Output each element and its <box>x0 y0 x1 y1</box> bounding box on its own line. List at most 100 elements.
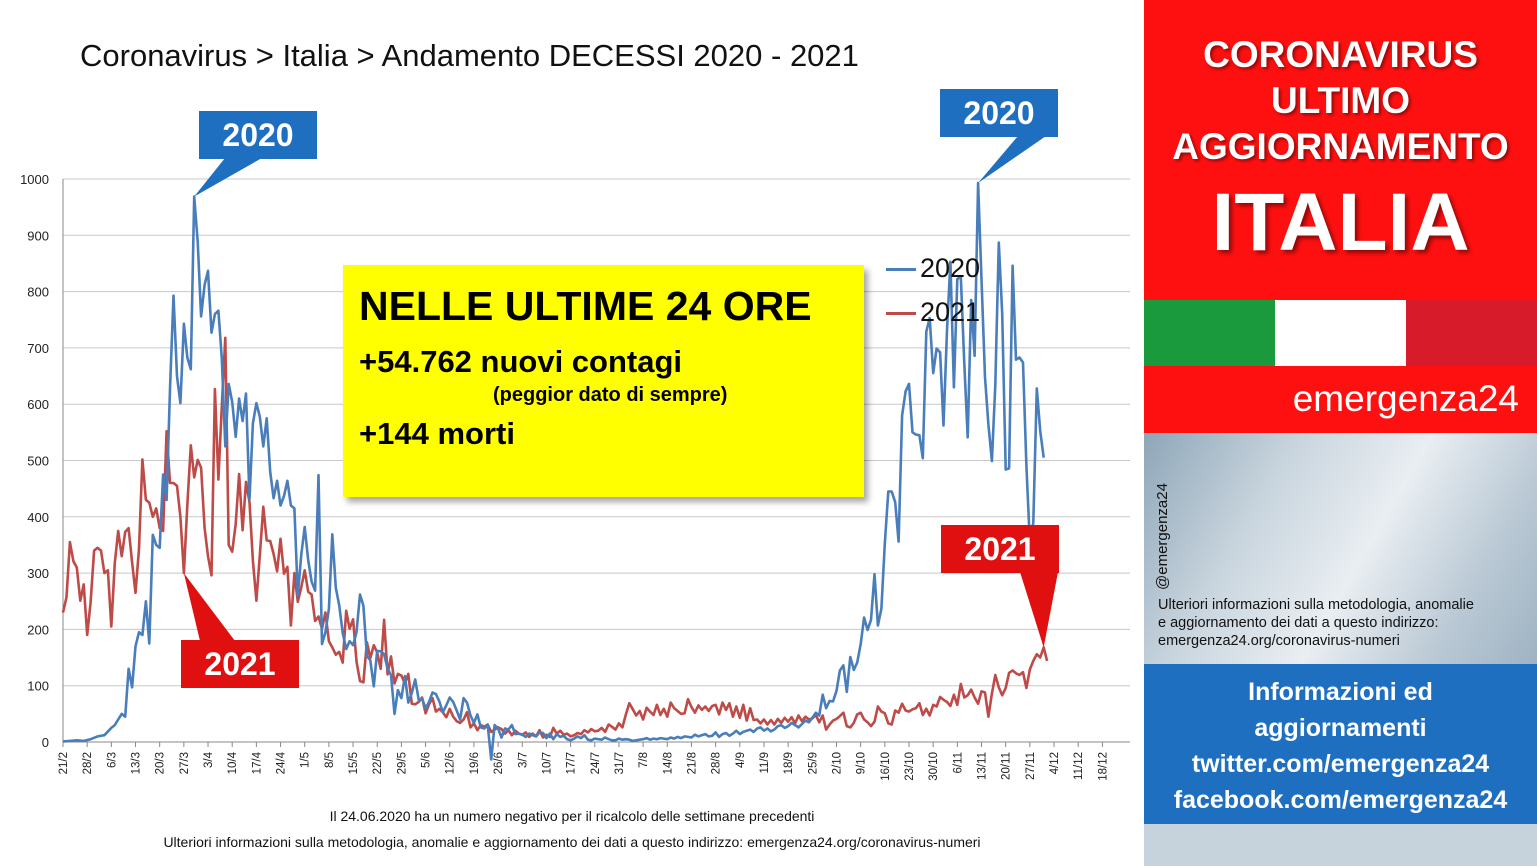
panel-footer <box>1144 824 1537 866</box>
x-tick-label: 24/4 <box>276 751 288 774</box>
footnote-methodology: Ulteriori informazioni sulla metodologia… <box>163 834 981 850</box>
series-line-2020 <box>62 181 1045 761</box>
x-tick-label: 12/6 <box>445 752 457 774</box>
x-tick-label: 11/12 <box>1073 752 1085 780</box>
gridlines <box>63 178 1130 743</box>
flag-white-stripe <box>1275 300 1406 366</box>
panel-info-text: Ulteriori informazioni sulla metodologia… <box>1158 596 1528 650</box>
x-tick-label: 3/7 <box>517 752 529 768</box>
social-handle: @emergenza24 <box>1154 483 1171 590</box>
x-tick-label: 6/3 <box>106 752 118 768</box>
x-tick-label: 13/11 <box>977 752 989 780</box>
legend-label-2021: 2021 <box>920 297 981 327</box>
x-tick-label: 23/10 <box>904 752 916 781</box>
y-tick-label: 600 <box>27 397 49 412</box>
twitter-link[interactable]: twitter.com/emergenza24 <box>1191 750 1490 778</box>
x-tick-label: 10/4 <box>227 751 239 774</box>
x-tick-label: 27/11 <box>1025 752 1037 780</box>
x-tick-label: 9/10 <box>856 752 868 774</box>
highlight-deaths: +144 morti <box>359 416 515 451</box>
x-tick-label: 28/8 <box>711 752 723 774</box>
callout-2020-left: 2020 <box>199 111 317 159</box>
chart-title: Coronavirus > Italia > Andamento DECESSI… <box>80 38 859 73</box>
x-tick-label: 22/5 <box>372 752 384 774</box>
y-tick-label: 300 <box>27 566 49 581</box>
highlight-box: NELLE ULTIME 24 ORE +54.762 nuovi contag… <box>343 265 864 497</box>
x-tick-label: 29/5 <box>396 752 408 774</box>
y-tick-label: 0 <box>42 735 49 750</box>
x-tick-label: 20/3 <box>155 752 167 774</box>
x-tick-label: 4/12 <box>1049 752 1061 774</box>
panel-background-photo <box>1144 433 1537 664</box>
line-chart: 0 100 200 300 400 500 600 700 800 900 1000 21/2 28/2… <box>20 136 1130 781</box>
pointer-2020-left <box>194 158 262 197</box>
legend-swatch-2020 <box>886 268 916 272</box>
panel-info-line: e aggiornamento dei dati a questo indiri… <box>1158 615 1439 631</box>
y-tick-label: 100 <box>27 679 49 694</box>
brand-name: emergenza24 <box>1292 378 1519 419</box>
series-line-2021 <box>61 336 1049 739</box>
callout-2021-right: 2021 <box>941 525 1059 573</box>
x-tick-label: 3/4 <box>203 751 215 768</box>
callout-pointers <box>183 136 1058 648</box>
x-tick-label: 27/3 <box>179 752 191 774</box>
x-tick-label: 7/8 <box>638 752 650 768</box>
highlight-note: (peggior dato di sempre) <box>493 384 728 406</box>
flag-green-stripe <box>1144 300 1275 366</box>
pointer-2020-right <box>978 136 1046 183</box>
x-tick-label: 13/3 <box>131 752 143 774</box>
brand-bar: emergenza24 <box>1144 366 1537 433</box>
x-tick-label: 25/9 <box>807 752 819 774</box>
x-tick-label: 18/9 <box>783 752 795 774</box>
x-tick-label: 30/10 <box>928 752 940 781</box>
panel-title-line: CORONAVIRUS <box>1203 34 1478 75</box>
x-tick-label: 1/5 <box>300 752 312 768</box>
callout-2020-right: 2020 <box>940 89 1058 137</box>
panel-title: CORONAVIRUS ULTIMO AGGIORNAMENTO <box>1144 32 1537 170</box>
y-tick-label: 400 <box>27 510 49 525</box>
x-tick-label: 11/9 <box>759 752 771 774</box>
x-tick-label: 18/12 <box>1097 752 1109 781</box>
x-tick-label: 10/7 <box>541 752 553 774</box>
panel-links-line: Informazioni ed <box>1248 678 1433 706</box>
panel-links-line: aggiornamenti <box>1254 714 1427 742</box>
legend-item-2021: 2021 <box>886 297 980 328</box>
x-tick-label: 14/8 <box>662 752 674 774</box>
y-tick-label: 200 <box>27 622 49 637</box>
x-tick-label: 6/11 <box>952 752 964 774</box>
y-tick-label: 1000 <box>20 172 49 187</box>
x-tick-label: 20/11 <box>1001 752 1013 780</box>
x-tick-label: 2/10 <box>831 752 843 774</box>
x-tick-label: 17/4 <box>251 751 263 774</box>
facebook-link[interactable]: facebook.com/emergenza24 <box>1173 786 1508 814</box>
y-tick-label: 800 <box>27 285 49 300</box>
series-lines <box>61 181 1049 761</box>
x-tick-label: 31/7 <box>614 752 626 774</box>
x-tick-label: 8/5 <box>324 752 336 768</box>
panel-country: ITALIA <box>1211 177 1470 268</box>
flag-red-stripe <box>1406 300 1537 366</box>
legend-item-2020: 2020 <box>886 253 980 284</box>
x-tick-label: 21/2 <box>58 752 70 774</box>
legend-label-2020: 2020 <box>920 253 981 283</box>
highlight-heading: NELLE ULTIME 24 ORE <box>359 283 812 329</box>
panel-title-line: AGGIORNAMENTO <box>1172 126 1509 167</box>
panel-info-line[interactable]: emergenza24.org/coronavirus-numeri <box>1158 633 1400 649</box>
x-tick-label: 26/6 <box>493 752 505 774</box>
y-tick-label: 700 <box>27 341 49 356</box>
callout-2021-left: 2021 <box>181 640 299 688</box>
pointer-2021-right <box>1020 572 1058 648</box>
x-tick-label: 15/5 <box>348 752 360 774</box>
panel-links: Informazioni ed aggiornamenti twitter.co… <box>1144 664 1537 824</box>
legend-swatch-2021 <box>886 312 916 316</box>
x-tick-label: 4/9 <box>735 752 747 768</box>
x-tick-label: 19/6 <box>469 752 481 774</box>
panel-info-line: Ulteriori informazioni sulla metodologia… <box>1158 597 1474 613</box>
x-tick-label: 24/7 <box>590 752 602 774</box>
footnote-negative-value: Il 24.06.2020 ha un numero negativo per … <box>329 808 815 824</box>
panel-header <box>1144 0 1537 300</box>
x-tick-label: 28/2 <box>82 752 94 774</box>
x-tick-label: 16/10 <box>880 752 892 781</box>
pointer-2021-left <box>183 573 235 641</box>
x-tick-label: 21/8 <box>686 752 698 774</box>
